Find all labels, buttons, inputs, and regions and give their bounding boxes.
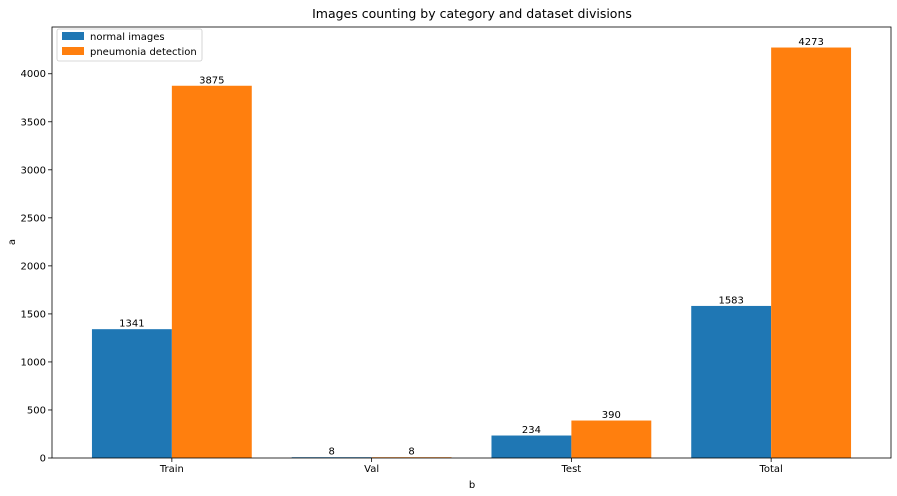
legend-label-pneumonia: pneumonia detection (90, 47, 197, 58)
data-label: 234 (522, 425, 541, 436)
x-tick-label: Test (561, 464, 582, 475)
legend: normal images pneumonia detection (56, 28, 203, 62)
y-axis-label: a (7, 239, 18, 245)
data-label: 8 (328, 447, 334, 458)
bar-train-series-1 (171, 85, 252, 459)
x-axis-label: b (469, 480, 475, 491)
y-tick-label: 4000 (21, 69, 46, 80)
data-labels-group: 1341 8 234 1583 3875 8 390 4273 (119, 37, 824, 458)
data-label: 8 (408, 447, 414, 458)
x-tick-label: Total (758, 464, 782, 475)
bar-test-series-0 (491, 435, 572, 458)
data-label: 1583 (718, 295, 743, 306)
y-tick-label: 1500 (21, 309, 46, 320)
legend-swatch-normal (62, 32, 84, 40)
y-tick-label: 2000 (21, 261, 46, 272)
x-tick-label: Train (159, 464, 184, 475)
legend-box (56, 28, 203, 62)
bar-total-series-0 (691, 305, 772, 458)
data-label: 4273 (798, 37, 823, 48)
y-axis-ticks: 0 500 1000 1500 2000 2500 3000 3500 4000 (21, 69, 52, 465)
data-label: 390 (602, 410, 621, 421)
y-tick-label: 2500 (21, 213, 46, 224)
data-label: 3875 (199, 75, 224, 86)
bar-train-series-0 (91, 329, 172, 458)
y-tick-label: 500 (27, 405, 46, 416)
y-tick-label: 3500 (21, 117, 46, 128)
bars-group (91, 47, 852, 459)
bar-test-series-1 (571, 420, 652, 458)
legend-label-normal: normal images (90, 32, 165, 43)
y-tick-label: 0 (40, 454, 46, 465)
data-label: 1341 (119, 319, 144, 330)
x-tick-label: Val (364, 464, 379, 475)
chart-title: Images counting by category and dataset … (312, 6, 632, 21)
y-tick-label: 1000 (21, 357, 46, 368)
x-axis-ticks: Train Val Test Total (159, 458, 783, 475)
legend-swatch-pneumonia (62, 47, 84, 55)
plot-frame (51, 26, 892, 459)
y-tick-label: 3000 (21, 165, 46, 176)
bar-total-series-1 (771, 47, 852, 459)
